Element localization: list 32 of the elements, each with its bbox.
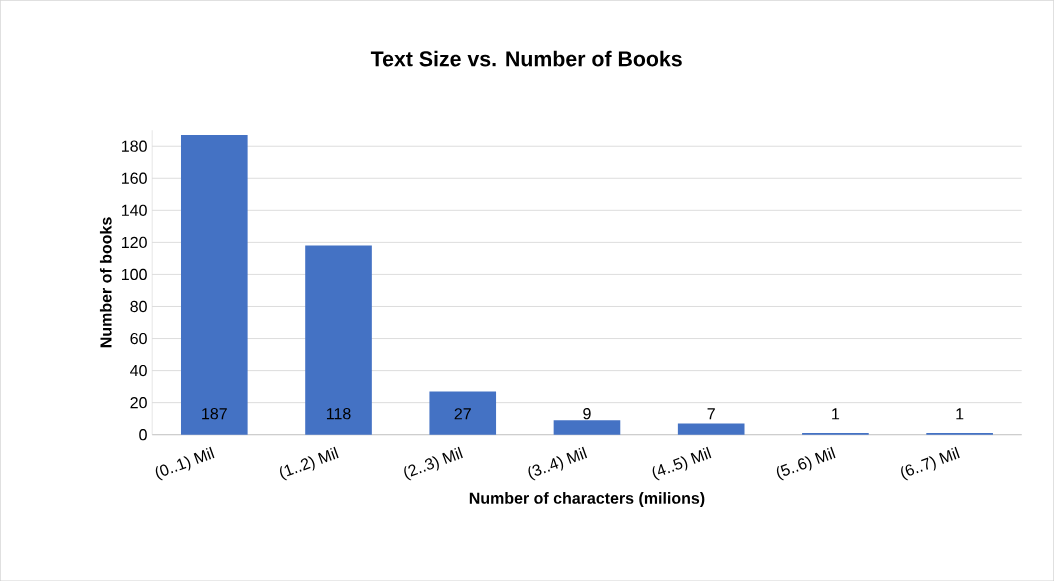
- y-tick-label: 20: [130, 396, 147, 409]
- data-label: 118: [326, 407, 351, 420]
- y-tick-label: 100: [122, 268, 147, 280]
- bar: [429, 391, 497, 435]
- data-label: 1: [956, 408, 964, 420]
- bar: [553, 420, 621, 435]
- chart-title: Text Size vs. Number of Books: [370, 50, 682, 67]
- y-tick-label: 0: [139, 428, 147, 441]
- y-axis-title: Number of books: [99, 217, 112, 348]
- data-label: 27: [454, 408, 471, 420]
- bar: [180, 134, 248, 435]
- data-label: 7: [707, 408, 715, 420]
- y-tick-label: 40: [130, 364, 147, 377]
- x-tick-label: (4..5) Mil: [652, 446, 712, 481]
- y-tick-label: 120: [122, 236, 147, 248]
- x-tick-label: (1..2) Mil: [280, 446, 339, 481]
- y-tick-label: 160: [122, 172, 147, 184]
- data-label: 1: [832, 408, 840, 420]
- x-axis-title: Number of characters (milions): [469, 492, 705, 507]
- y-tick-label: 180: [122, 140, 147, 152]
- y-tick-label: 80: [130, 300, 147, 313]
- x-tick-label: (6..7) Mil: [901, 446, 960, 481]
- y-tick-label: 140: [122, 204, 147, 216]
- data-label: 9: [583, 407, 591, 420]
- y-tick-label: 60: [130, 332, 147, 345]
- x-tick-label: (2..3) Mil: [404, 446, 463, 481]
- bar: [677, 423, 745, 435]
- x-tick-label: (5..6) Mil: [776, 446, 836, 481]
- bar: [305, 245, 372, 435]
- x-tick-label: (0..1) Mil: [155, 446, 215, 481]
- x-tick-label: (3..4) Mil: [528, 446, 588, 481]
- data-label: 187: [202, 407, 227, 420]
